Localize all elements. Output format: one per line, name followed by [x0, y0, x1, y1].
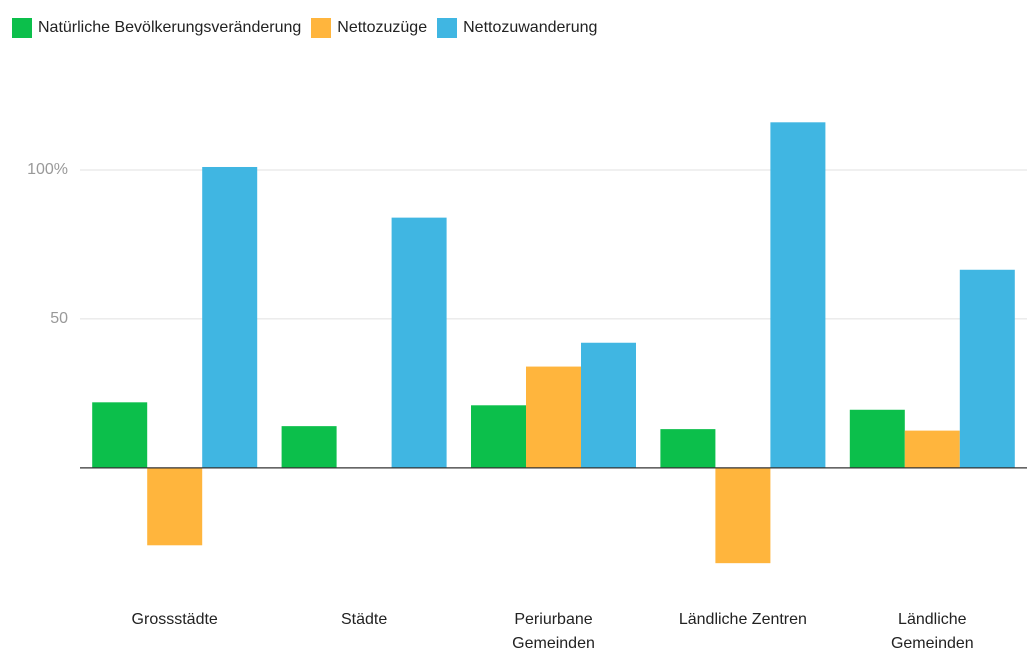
y-tick-label: 50 [50, 310, 68, 327]
x-tick-label: Grossstädte [131, 611, 218, 628]
bar [471, 405, 526, 468]
legend-label: Natürliche Bevölkerungsveränderung [38, 19, 302, 36]
legend-item: Nettozuzüge [311, 18, 427, 38]
x-tick-label: Ländliche Zentren [678, 611, 807, 628]
bar [92, 402, 148, 468]
bar [770, 122, 826, 468]
bar [391, 217, 447, 468]
x-tick-label: Periurbane Gemeinden [512, 611, 595, 652]
legend-item: Natürliche Bevölkerungsveränderung [12, 18, 301, 38]
x-tick-label: Ländliche Gemeinden [890, 611, 974, 652]
legend-label: Nettozuzüge [337, 19, 428, 36]
legend-swatch [311, 18, 332, 38]
x-tick-label: Städte [340, 611, 388, 628]
bar [147, 467, 203, 546]
legend-swatch [437, 18, 458, 38]
legend: Natürliche Bevölkerungsveränderung Nettoz… [12, 18, 597, 38]
y-tick-label: 100% [27, 161, 68, 178]
bar [849, 409, 905, 468]
bar [904, 430, 960, 468]
legend-item: Nettozuwanderung [437, 18, 597, 38]
bar [959, 269, 1015, 468]
bar [202, 166, 258, 468]
bar [526, 366, 581, 468]
bar [581, 342, 636, 468]
legend-label: Nettozuwanderung [463, 19, 598, 36]
bar [715, 467, 771, 564]
legend-swatch [12, 18, 32, 38]
bar [281, 426, 337, 468]
bar [660, 429, 716, 468]
